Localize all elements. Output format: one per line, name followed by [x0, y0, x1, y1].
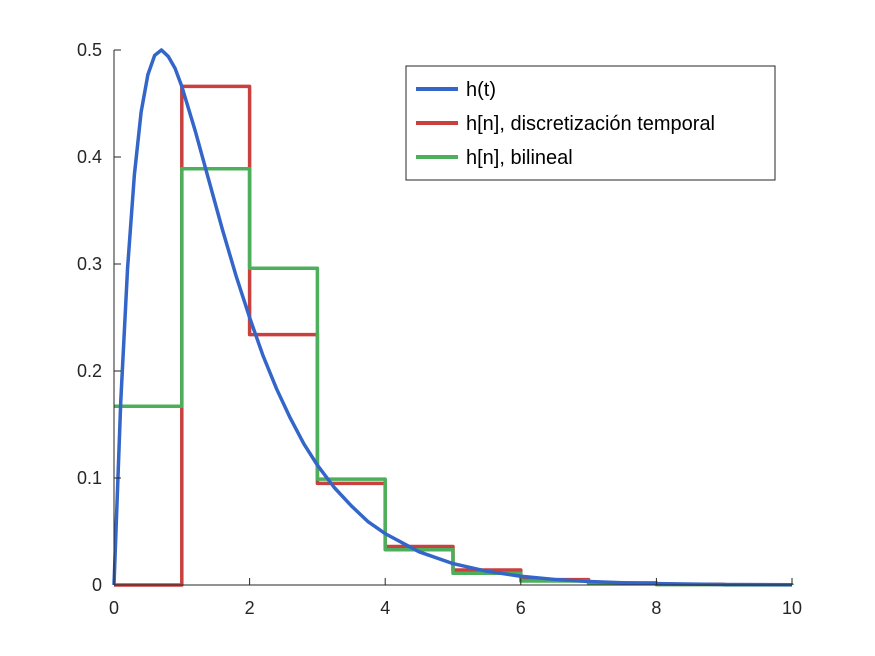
- series-line-1: [112, 48, 793, 587]
- x-tick-label: 4: [380, 598, 390, 618]
- x-tick-label: 10: [782, 598, 802, 618]
- y-tick-label: 0.4: [77, 147, 102, 167]
- y-tick-label: 0.2: [77, 361, 102, 381]
- y-tick-label: 0.3: [77, 254, 102, 274]
- legend-box: [405, 65, 776, 181]
- legend-label-1: h(t): [466, 79, 496, 101]
- axes-layer: 0 2 4 6 8 10 0 0.1 0.2 0.3 0.4 0.5: [77, 40, 802, 618]
- x-tick-label: 8: [651, 598, 661, 618]
- x-tick-label: 6: [516, 598, 526, 618]
- legend: h(t) h[n], discretización temporal h[n],…: [405, 65, 776, 181]
- x-tick-label: 2: [245, 598, 255, 618]
- legend-label-2: h[n], discretización temporal: [466, 113, 715, 135]
- legend-label-3: h[n], bilineal: [466, 147, 573, 169]
- y-tick-label: 0.1: [77, 468, 102, 488]
- x-tick-label: 0: [109, 598, 119, 618]
- y-tick-label: 0.5: [77, 40, 102, 60]
- y-tick-label: 0: [92, 575, 102, 595]
